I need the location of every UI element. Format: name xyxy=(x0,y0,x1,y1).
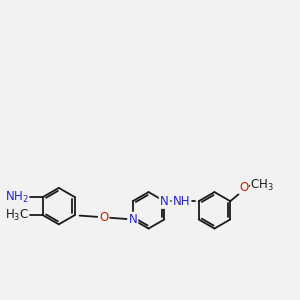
Text: NH$_2$: NH$_2$ xyxy=(5,189,29,205)
Text: H$_3$C: H$_3$C xyxy=(5,208,29,223)
Text: N: N xyxy=(128,213,137,226)
Text: O: O xyxy=(239,181,248,194)
Text: O: O xyxy=(99,211,108,224)
Text: CH$_3$: CH$_3$ xyxy=(250,178,274,193)
Text: N: N xyxy=(160,195,169,208)
Text: NH: NH xyxy=(173,195,190,208)
